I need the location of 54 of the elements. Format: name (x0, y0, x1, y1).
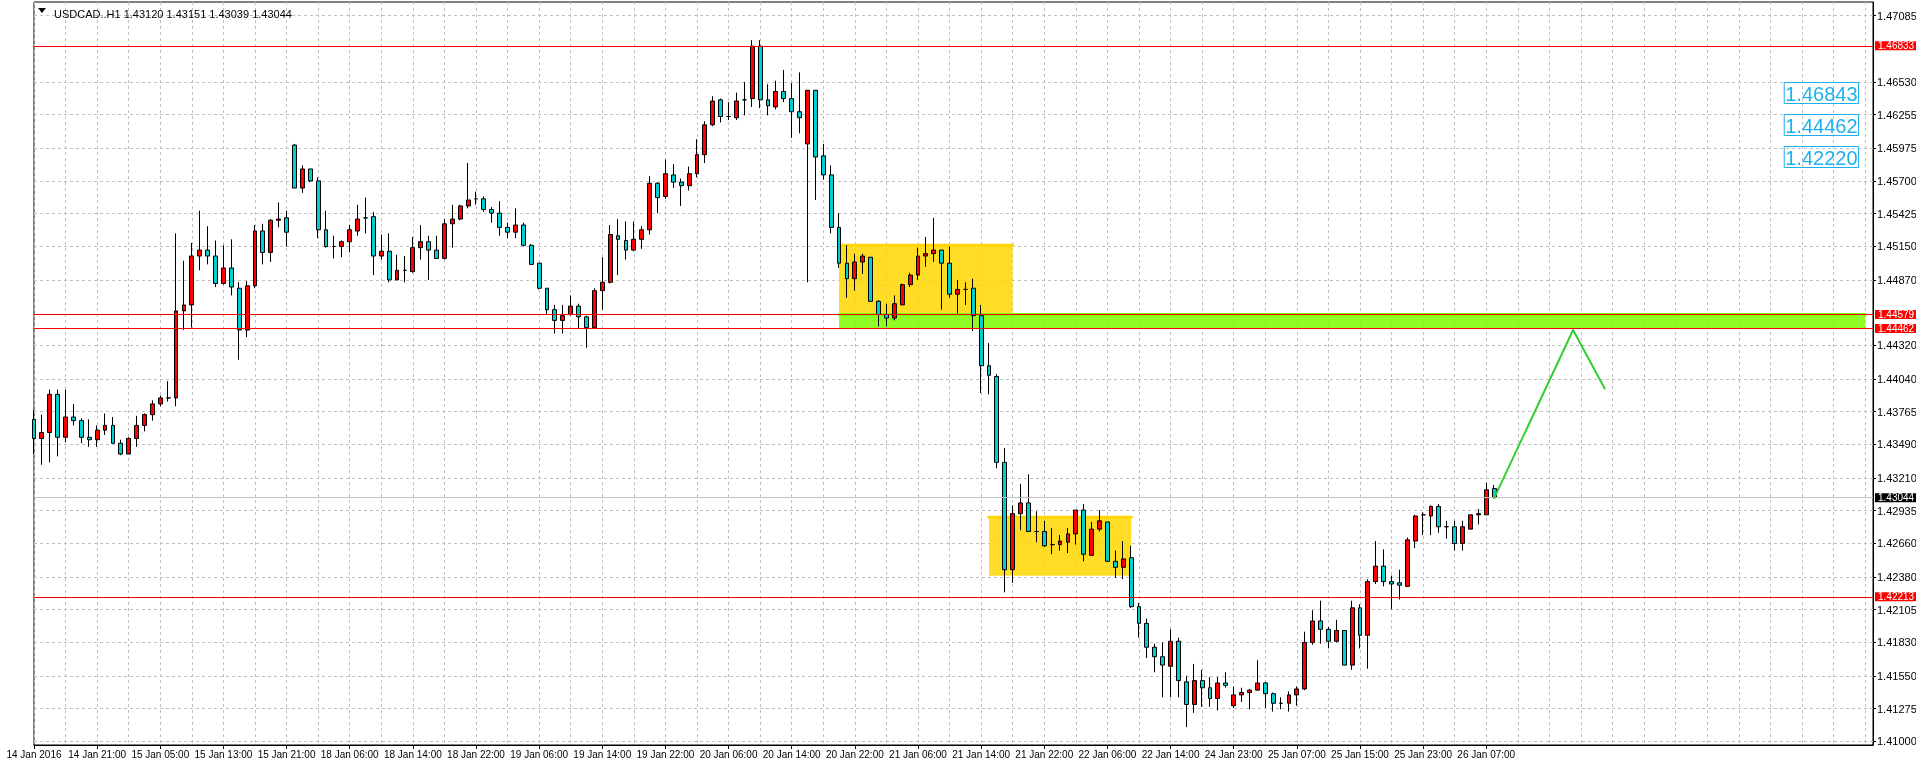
x-tick-label: 19 Jan 06:00 (510, 748, 569, 760)
x-tick-label: 20 Jan 06:00 (699, 748, 758, 760)
x-tick-label: 22 Jan 14:00 (1141, 748, 1200, 760)
ref-line-label: 1.46833 (1878, 40, 1915, 52)
y-tick-label: 1.46530 (1877, 75, 1916, 88)
annotation: 1.44462 (1785, 114, 1858, 137)
y-tick-label: 1.41275 (1877, 702, 1916, 715)
x-tick-label: 20 Jan 14:00 (762, 748, 822, 760)
y-tick-label: 1.45150 (1877, 240, 1916, 253)
x-tick-label: 25 Jan 07:00 (1267, 748, 1327, 760)
x-tick-label: 22 Jan 06:00 (1078, 748, 1137, 760)
y-tick-label: 1.42660 (1877, 537, 1916, 550)
ref-line-label: 1.44462 (1878, 323, 1915, 335)
ref-line-label: 1.42213 (1878, 591, 1915, 603)
ref-line-label: 1.43044 (1878, 492, 1915, 504)
y-tick-label: 1.44870 (1877, 273, 1916, 286)
y-tick-label: 1.41550 (1877, 669, 1916, 682)
x-tick-label: 19 Jan 14:00 (573, 748, 632, 760)
x-tick-label: 18 Jan 14:00 (383, 748, 443, 760)
x-tick-label: 20 Jan 22:00 (825, 748, 885, 760)
text: USDCAD..H1 1.43120 1.43151 1.43039 1.43044 (54, 7, 292, 20)
y-tick-label: 1.41830 (1877, 636, 1916, 649)
y-tick-label: 1.45700 (1877, 174, 1916, 187)
annotation: 1.42220 (1785, 146, 1858, 169)
x-tick-label: 14 Jan 21:00 (68, 748, 127, 760)
x-tick-label: 21 Jan 22:00 (1015, 748, 1074, 760)
y-tick-label: 1.45975 (1877, 142, 1916, 155)
y-tick-label: 1.43490 (1877, 438, 1916, 451)
y-tick-label: 1.45425 (1877, 207, 1916, 220)
y-tick-label: 1.42105 (1877, 603, 1916, 616)
x-tick-label: 18 Jan 06:00 (320, 748, 380, 760)
x-tick-label: 25 Jan 15:00 (1331, 748, 1390, 760)
y-tick-label: 1.46255 (1877, 108, 1916, 121)
x-tick-label: 15 Jan 21:00 (257, 748, 316, 760)
x-tick-label: 24 Jan 23:00 (1204, 748, 1264, 760)
x-tick-label: 21 Jan 14:00 (952, 748, 1011, 760)
y-tick-label: 1.47085 (1877, 9, 1916, 22)
x-tick-label: 18 Jan 22:00 (447, 748, 506, 760)
annotation: 1.46843 (1785, 82, 1858, 105)
x-tick-label: 14 Jan 2016 (6, 748, 62, 760)
y-tick-label: 1.44320 (1877, 339, 1916, 352)
y-tick-label: 1.43210 (1877, 471, 1916, 484)
y-tick-label: 1.41000 (1877, 735, 1916, 748)
x-tick-label: 15 Jan 05:00 (131, 748, 190, 760)
x-tick-label: 25 Jan 23:00 (1394, 748, 1453, 760)
y-tick-label: 1.44040 (1877, 372, 1916, 385)
ref-line-label: 1.44579 (1878, 309, 1915, 321)
x-tick-label: 19 Jan 22:00 (636, 748, 695, 760)
y-tick-label: 1.42380 (1877, 570, 1916, 583)
x-tick-label: 21 Jan 06:00 (889, 748, 948, 760)
x-tick-label: 15 Jan 13:00 (194, 748, 253, 760)
x-tick-label: 26 Jan 07:00 (1457, 748, 1516, 760)
y-tick-label: 1.43765 (1877, 405, 1916, 418)
y-tick-label: 1.42935 (1877, 504, 1916, 517)
